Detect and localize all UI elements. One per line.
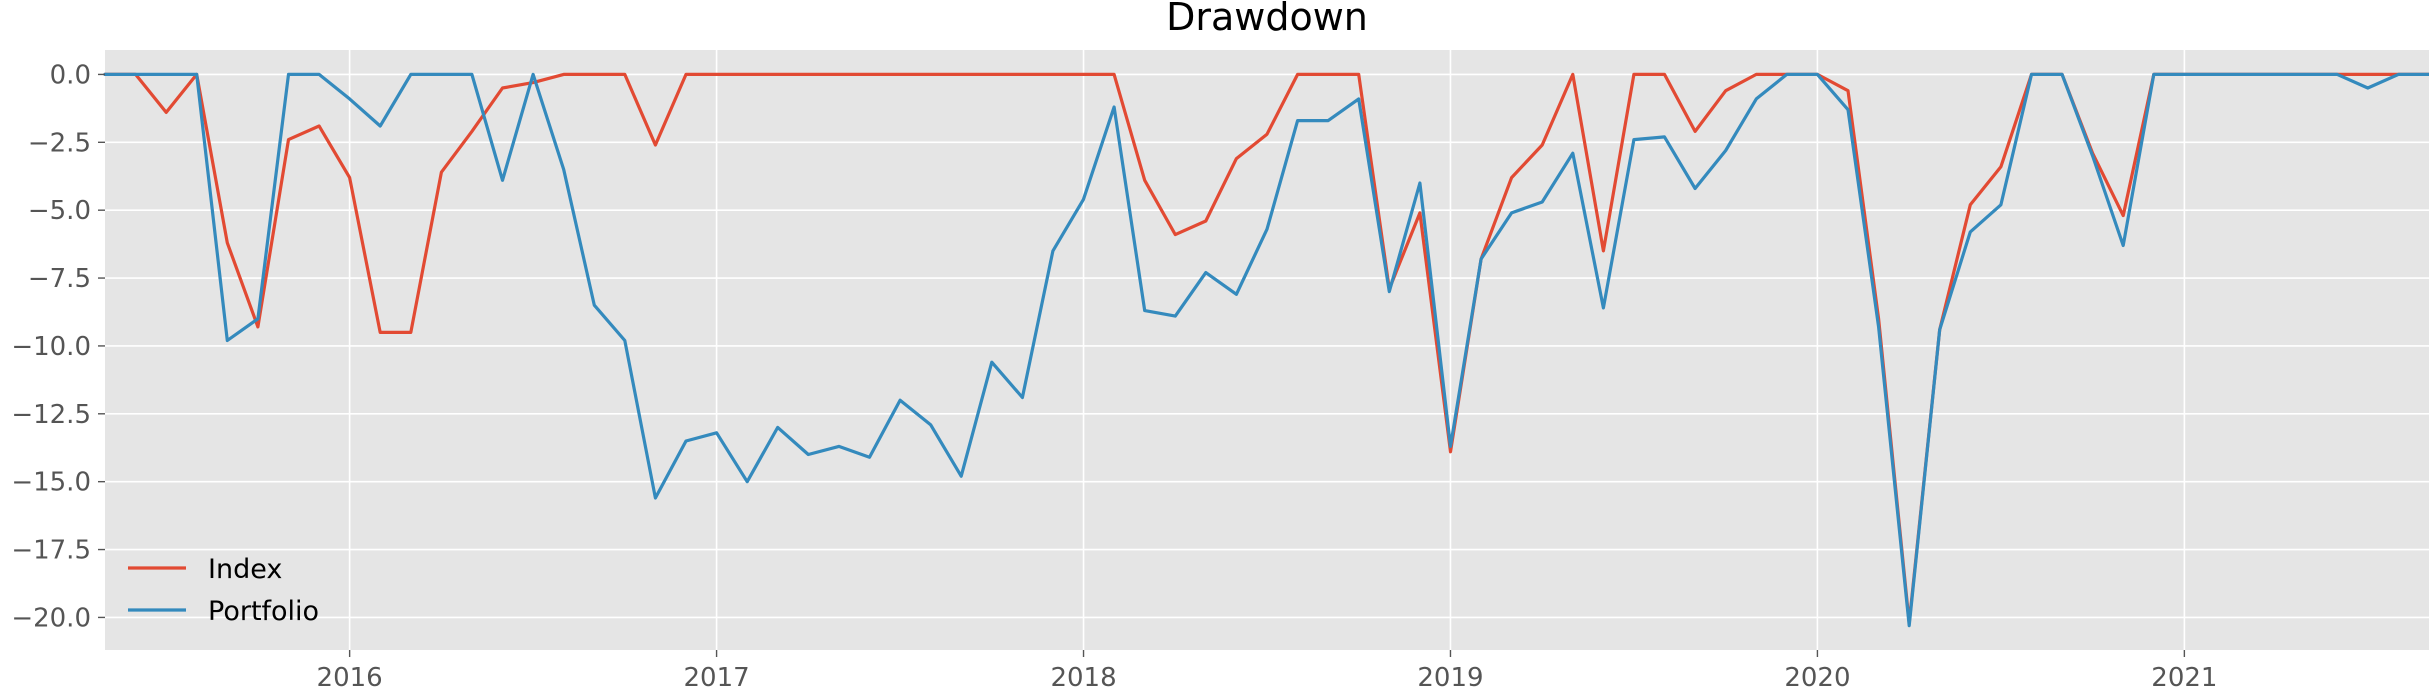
x-tick-label: 2020 xyxy=(1784,663,1850,693)
y-tick-label: −12.5 xyxy=(11,400,91,430)
series-lines xyxy=(103,72,2429,628)
x-axis: 2016 2017 2018 2019 2020 2021 xyxy=(317,650,2217,693)
x-tick-label: 2021 xyxy=(2151,663,2217,693)
gridlines xyxy=(105,50,2429,650)
y-tick-label: −5.0 xyxy=(28,196,91,226)
y-axis: 0.0 −2.5 −5.0 −7.5 −10.0 −12.5 −15.0 −17.5 −20.0 xyxy=(11,60,105,633)
legend: Index Portfolio xyxy=(128,554,319,627)
plot-background xyxy=(105,50,2429,650)
series-line-portfolio xyxy=(103,72,2429,628)
x-tick-label: 2019 xyxy=(1417,663,1483,693)
x-tick-label: 2018 xyxy=(1050,663,1116,693)
y-tick-label: −7.5 xyxy=(28,264,91,294)
x-tick-label: 2017 xyxy=(683,663,749,693)
chart-title: Drawdown xyxy=(1166,0,1368,39)
y-tick-label: −2.5 xyxy=(28,128,91,158)
x-tick-label: 2016 xyxy=(317,663,383,693)
y-tick-label: −20.0 xyxy=(11,603,91,633)
y-tick-label: 0.0 xyxy=(50,60,91,90)
legend-label-portfolio: Portfolio xyxy=(208,596,319,627)
y-tick-label: −17.5 xyxy=(11,536,91,566)
y-tick-label: −10.0 xyxy=(11,332,91,362)
y-tick-label: −15.0 xyxy=(11,468,91,498)
legend-label-index: Index xyxy=(208,554,282,585)
